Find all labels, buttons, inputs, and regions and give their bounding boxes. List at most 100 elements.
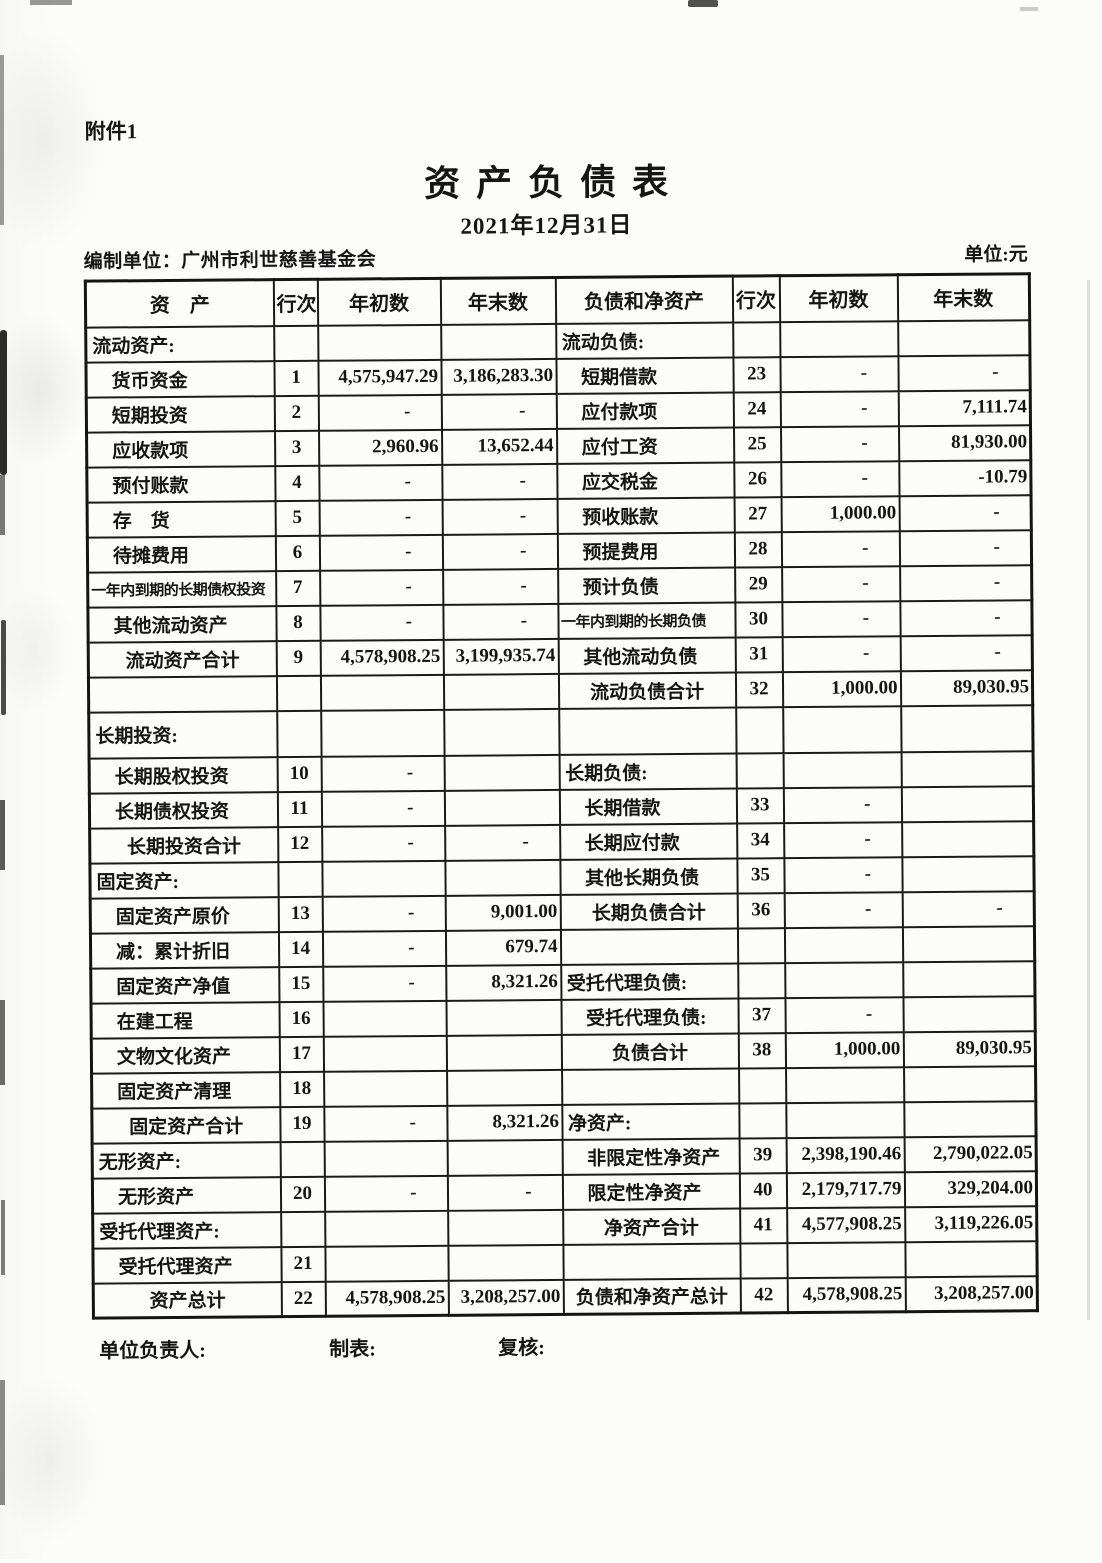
asset-line-cell: 3	[274, 430, 319, 466]
liability-end-cell	[900, 704, 1034, 752]
meta-row: 编制单位：广州市利世慈善基金会 单位:元	[84, 239, 1028, 273]
asset-end-cell: -	[442, 603, 559, 640]
liability-line-cell: 27	[734, 496, 782, 533]
table-body: 流动资产: 流动负债: 货币资金 1 4,575,947.29 3,186,283.30 短…	[85, 319, 1038, 1319]
asset-label-cell: 一年内到期的长期债权投资	[87, 570, 276, 608]
header-liabilities-net-assets: 负债和净资产	[555, 276, 733, 324]
liability-end-cell	[902, 925, 1035, 962]
attachment-label: 附件1	[84, 119, 138, 144]
liability-label-cell: 长期借款	[559, 788, 737, 825]
liability-begin-cell: -	[783, 786, 902, 823]
asset-end-cell: -	[441, 393, 557, 430]
asset-label-cell: 长期投资合计	[89, 826, 278, 864]
liability-label-cell: 负债合计	[561, 1033, 739, 1070]
liability-end-cell: 3,208,257.00	[905, 1275, 1038, 1312]
page-title: 资产负债表	[423, 161, 685, 204]
liability-line-cell	[738, 1067, 786, 1104]
asset-line-cell: 14	[278, 931, 323, 967]
asset-end-cell: 9,001.00	[445, 894, 561, 931]
header-begin-year: 年初数	[317, 278, 441, 326]
liability-line-cell: 41	[739, 1207, 787, 1244]
asset-line-cell: 11	[277, 791, 322, 827]
liability-line-cell: 29	[734, 566, 782, 603]
liability-begin-cell: -	[782, 635, 901, 672]
liability-line-cell: 35	[736, 857, 785, 894]
liability-begin-cell: -	[781, 565, 900, 602]
liability-line-cell	[738, 1102, 787, 1139]
asset-begin-cell: -	[321, 825, 445, 862]
liability-end-cell	[901, 750, 1034, 787]
asset-line-cell: 21	[280, 1246, 326, 1282]
table-header-row: 资 产 行次 年初数 年末数 负债和净资产 行次 年初数 年末数	[85, 273, 1030, 328]
liability-begin-cell: 2,179,717.79	[786, 1171, 905, 1208]
liability-label-cell	[558, 707, 737, 755]
liability-end-cell	[902, 995, 1036, 1032]
liability-end-cell: 81,930.00	[898, 424, 1031, 461]
liability-begin-cell: -	[780, 425, 899, 462]
asset-end-cell: -	[441, 463, 558, 500]
liability-label-cell: 受托代理负债:	[560, 998, 739, 1035]
liability-end-cell	[902, 960, 1035, 997]
asset-begin-cell	[320, 674, 444, 711]
liability-begin-cell	[782, 705, 902, 753]
liability-end-cell	[901, 855, 1035, 892]
asset-end-cell: 8,321.26	[445, 964, 561, 1001]
liability-label-cell	[561, 1068, 739, 1105]
liability-end-cell: -	[902, 890, 1035, 927]
asset-end-cell: -	[442, 568, 558, 605]
liability-line-cell: 24	[733, 391, 781, 428]
asset-end-cell: 13,652.44	[441, 428, 557, 465]
asset-label-cell: 文物文化资产	[91, 1036, 280, 1074]
asset-end-cell	[444, 859, 561, 896]
header-end-year: 年末数	[440, 277, 556, 325]
asset-end-cell	[447, 1209, 563, 1246]
liability-label-cell: 一年内到期的长期负债	[557, 602, 736, 639]
asset-end-cell: 3,208,257.00	[448, 1279, 564, 1316]
liability-begin-cell	[779, 320, 898, 357]
asset-line-cell: 22	[281, 1281, 326, 1317]
asset-begin-cell	[324, 1140, 448, 1177]
asset-begin-cell: -	[323, 1105, 448, 1142]
liability-begin-cell: -	[781, 530, 900, 567]
liability-end-cell: 329,204.00	[904, 1170, 1037, 1207]
liability-label-cell: 受托代理负债:	[560, 963, 738, 1000]
liability-end-cell	[903, 1065, 1036, 1102]
asset-label-cell	[88, 675, 277, 713]
liability-line-cell: 32	[735, 671, 783, 708]
asset-line-cell	[277, 861, 323, 897]
liability-begin-cell: -	[781, 600, 901, 637]
asset-begin-cell: -	[322, 965, 446, 1002]
table-row: 长期投资:	[88, 704, 1034, 759]
asset-line-cell: 13	[278, 896, 323, 932]
asset-line-cell: 6	[275, 535, 320, 571]
asset-begin-cell: -	[319, 499, 443, 536]
liability-line-cell: 31	[735, 636, 783, 673]
asset-line-cell: 5	[275, 500, 320, 536]
liability-label-cell: 应付款项	[556, 392, 734, 429]
liability-label-cell: 净资产:	[561, 1103, 740, 1140]
asset-label-cell: 固定资产合计	[91, 1106, 281, 1144]
liability-line-cell	[737, 927, 785, 964]
header-line-no: 行次	[273, 279, 318, 326]
asset-begin-cell: 2,960.96	[318, 429, 442, 466]
signature-row: 单位负责人: 制表: 复核:	[4, 1327, 1102, 1362]
liability-line-cell: 40	[739, 1172, 787, 1209]
liability-line-cell: 26	[733, 461, 782, 498]
header-line-no: 行次	[732, 275, 780, 323]
liability-label-cell: 预计负债	[557, 567, 735, 604]
reviewer-label: 复核:	[498, 1337, 545, 1360]
liability-label-cell: 净资产合计	[562, 1208, 740, 1245]
liability-end-cell	[901, 785, 1034, 822]
asset-line-cell	[280, 1141, 325, 1177]
liability-line-cell	[735, 706, 784, 754]
asset-line-cell: 15	[278, 966, 323, 1002]
asset-end-cell	[440, 323, 556, 360]
asset-end-cell: 679.74	[445, 929, 561, 966]
currency-unit-label: 单位:元	[964, 244, 1028, 266]
asset-begin-cell	[323, 1035, 447, 1072]
asset-label-cell: 应收款项	[86, 430, 275, 468]
asset-end-cell: 8,321.26	[446, 1104, 563, 1141]
liability-end-cell	[897, 319, 1030, 356]
liability-begin-cell: -	[784, 996, 904, 1033]
asset-label-cell: 无形资产:	[92, 1141, 281, 1179]
